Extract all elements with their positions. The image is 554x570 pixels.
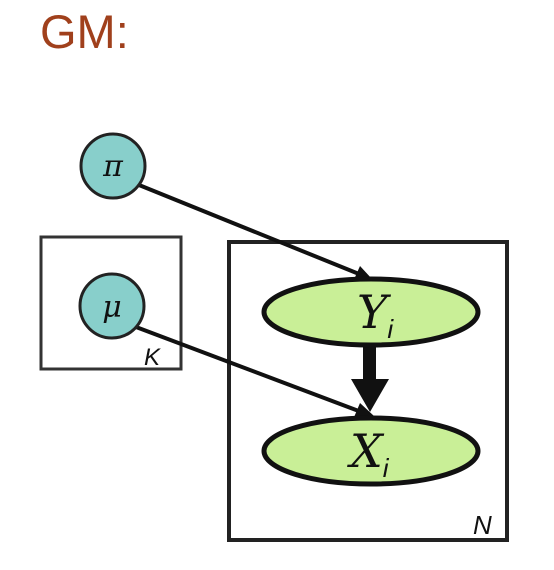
node-pi-circle [79,132,147,200]
node-mu-circle [78,272,146,340]
edge-y-to-x [363,346,376,382]
edge-pi-to-y [138,183,365,278]
node-y: Yi [261,276,481,348]
node-mu: μ [78,272,146,340]
node-y-subscript: i [387,314,394,344]
slide-title: GM: [40,5,129,58]
plate-n-label: N [473,510,492,540]
node-pi-label: π [102,149,124,184]
node-x-label-group: Xi [347,424,390,483]
edge-y-to-x-arrowhead [351,379,389,412]
node-x-ellipse [261,415,481,487]
node-y-label: Y [357,285,392,339]
plate-n: N [227,240,509,542]
plate-k-label: K [144,344,161,371]
plate-k: K [39,235,183,371]
node-y-ellipse [261,276,481,348]
node-x-label: X [347,424,385,478]
node-mu-label: μ [102,290,122,325]
edge-mu-to-x [135,325,365,415]
node-x-subscript: i [383,453,390,483]
node-x: Xi [261,415,481,487]
node-y-label-group: Yi [357,285,394,344]
node-pi: π [79,132,147,200]
plate-n-box [227,240,509,542]
plate-k-box [39,235,183,371]
